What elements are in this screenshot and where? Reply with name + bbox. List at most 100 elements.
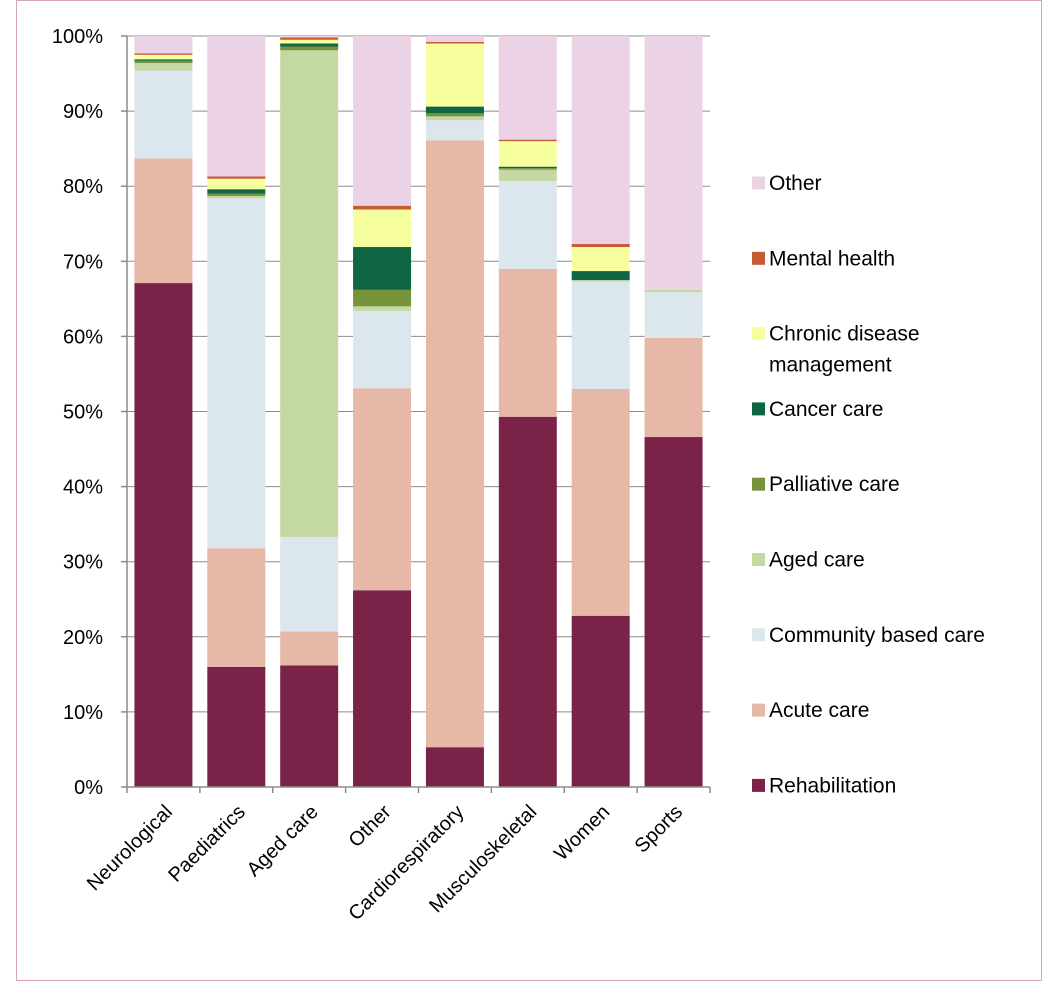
bar-segment-aged-care xyxy=(207,195,266,199)
legend-item-palliative-care: Palliative care xyxy=(752,473,900,496)
legend-swatch xyxy=(752,553,765,566)
legend-label: Aged care xyxy=(769,549,865,572)
legend-item-acute-care: Acute care xyxy=(752,699,869,722)
bar-segment-cancer-care xyxy=(571,271,630,281)
legend-swatch xyxy=(752,176,765,190)
legend-item-mental-health: Mental health xyxy=(752,247,895,270)
bar-segment-palliative-care xyxy=(498,168,557,170)
y-axis-ticks: 0% 10% 20% 30% 40% 50% 60% 70% 80% 90% 100% xyxy=(52,26,103,799)
bar-segment-chronic-disease-management xyxy=(571,247,630,272)
legend-swatch xyxy=(752,251,765,265)
bar-segment-palliative-care xyxy=(425,113,484,117)
bar-segment-aged-care xyxy=(644,289,703,293)
bar-segment-palliative-care xyxy=(353,289,412,307)
bar-segment-aged-care xyxy=(498,169,557,181)
bar-segment-other xyxy=(207,36,266,177)
bar-segment-palliative-care xyxy=(280,46,339,51)
legend-label: Other xyxy=(769,172,822,195)
bar-segment-mental-health xyxy=(498,139,557,142)
legend-item-chronic-disease-management: Chronic disease management xyxy=(752,323,920,377)
bar-segment-cancer-care xyxy=(134,59,193,61)
bar-segment-chronic-disease-management xyxy=(425,43,484,107)
bar-stack-musculoskeletal xyxy=(498,36,557,787)
y-tick-label: 50% xyxy=(63,402,103,424)
legend-label: Rehabilitation xyxy=(769,774,896,797)
bar-segment-rehabilitation xyxy=(644,437,703,787)
x-tick-label: Other xyxy=(345,801,396,852)
bar-segment-other xyxy=(134,36,193,54)
bar-segment-aged-care xyxy=(425,116,484,121)
bar-segment-other xyxy=(425,36,484,43)
legend-label: Cancer care xyxy=(769,398,883,421)
bar-stack-cardiorespiratory xyxy=(425,36,484,787)
legend: Other Mental health Chronic disease managem… xyxy=(752,172,985,797)
bar-segment-community-based-care xyxy=(207,198,266,549)
legend-item-rehabilitation: Rehabilitation xyxy=(752,774,896,797)
y-tick-label: 20% xyxy=(63,627,103,649)
bar-stack-sports xyxy=(644,36,703,787)
bar-segment-community-based-care xyxy=(571,281,630,389)
bar-segment-acute-care xyxy=(134,158,193,284)
y-tick-label: 100% xyxy=(52,26,103,48)
bar-segment-acute-care xyxy=(571,388,630,616)
bar-segment-cancer-care xyxy=(425,106,484,114)
legend-item-aged-care: Aged care xyxy=(752,549,865,572)
bar-stack-aged-care xyxy=(280,36,339,787)
y-tick-label: 40% xyxy=(63,477,103,499)
bar-segment-acute-care xyxy=(280,631,339,666)
bar-segment-cancer-care xyxy=(280,43,339,47)
bar-segment-rehabilitation xyxy=(571,615,630,787)
legend-label: Community based care xyxy=(769,624,985,647)
x-tick-label: Aged care xyxy=(243,801,323,881)
bar-segment-rehabilitation xyxy=(280,665,339,787)
y-tick-label: 70% xyxy=(63,251,103,273)
legend-item-other: Other xyxy=(752,172,822,195)
bar-segment-other xyxy=(498,36,557,140)
bar-stack-paediatrics xyxy=(207,36,266,787)
y-tick-label: 60% xyxy=(63,326,103,348)
axes xyxy=(121,35,711,793)
legend-label: Acute care xyxy=(769,699,869,722)
bar-segment-cancer-care xyxy=(498,166,557,169)
bar-segment-acute-care xyxy=(353,388,412,591)
y-tick-label: 80% xyxy=(63,176,103,198)
bar-stack-women xyxy=(571,36,630,787)
bar-segment-acute-care xyxy=(207,548,266,667)
x-tick-label: Paediatrics xyxy=(164,801,250,887)
x-tick-label: Sports xyxy=(631,801,687,857)
bar-stack-neurological xyxy=(134,36,193,787)
legend-swatch xyxy=(752,778,765,792)
legend-swatch xyxy=(752,327,765,341)
bar-segment-community-based-care xyxy=(644,292,703,338)
legend-item-community-based-care: Community based care xyxy=(752,624,985,647)
bar-segment-chronic-disease-management xyxy=(134,54,193,60)
bar-segment-community-based-care xyxy=(134,70,193,159)
bar-segment-mental-health xyxy=(571,244,630,248)
bar-segment-chronic-disease-management xyxy=(280,39,339,44)
bar-segment-community-based-care xyxy=(498,180,557,269)
bar-segment-other xyxy=(571,36,630,245)
bar-segment-aged-care xyxy=(134,63,193,71)
legend-swatch xyxy=(752,628,765,642)
bar-segment-other xyxy=(280,36,339,38)
legend-label: Mental health xyxy=(769,247,895,270)
bar-stack-other xyxy=(353,36,412,787)
bar-segment-community-based-care xyxy=(425,120,484,141)
bar-segment-rehabilitation xyxy=(134,283,193,787)
bar-segment-community-based-care xyxy=(353,310,412,389)
bar-segment-other xyxy=(353,36,412,206)
bar-segment-acute-care xyxy=(498,268,557,417)
legend-swatch xyxy=(752,477,765,491)
legend-swatch xyxy=(752,402,765,416)
bar-segment-community-based-care xyxy=(280,536,339,632)
bar-segment-rehabilitation xyxy=(498,416,557,787)
bar-segment-chronic-disease-management xyxy=(207,178,266,190)
y-tick-label: 90% xyxy=(63,101,103,123)
legend-label: Palliative care xyxy=(769,473,900,496)
bar-segment-rehabilitation xyxy=(353,590,412,787)
y-tick-label: 10% xyxy=(63,702,103,724)
y-tick-label: 30% xyxy=(63,552,103,574)
bar-segment-acute-care xyxy=(425,140,484,748)
